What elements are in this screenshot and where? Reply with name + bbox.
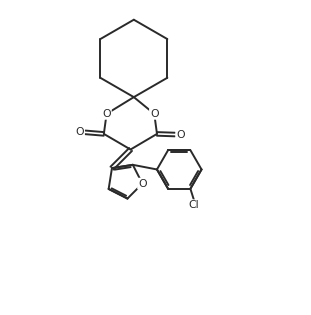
Text: O: O	[102, 109, 111, 119]
Text: O: O	[138, 179, 147, 189]
Text: O: O	[150, 109, 159, 119]
Text: O: O	[75, 127, 84, 137]
Text: O: O	[176, 129, 185, 140]
Text: Cl: Cl	[189, 200, 199, 210]
